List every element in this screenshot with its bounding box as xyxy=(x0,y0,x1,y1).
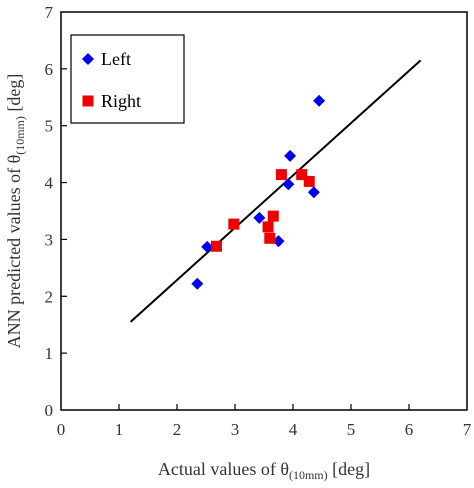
point-left xyxy=(272,235,285,248)
x-tick-label: 4 xyxy=(289,420,298,439)
y-tick-label: 5 xyxy=(45,117,54,136)
x-tick-label: 2 xyxy=(173,420,182,439)
point-right xyxy=(264,232,276,244)
legend-label-left: Left xyxy=(101,49,131,69)
point-left xyxy=(284,149,297,162)
y-tick-label: 7 xyxy=(45,3,54,22)
x-tick-label: 7 xyxy=(463,420,472,439)
point-left xyxy=(282,178,295,191)
y-tick-label: 6 xyxy=(45,60,54,79)
legend-marker-left xyxy=(82,53,94,65)
legend-box xyxy=(70,34,185,124)
legend-label-right: Right xyxy=(101,91,141,111)
legend-marker-right xyxy=(82,95,94,107)
point-right xyxy=(267,210,279,222)
point-right xyxy=(275,169,287,181)
x-axis-title: Actual values of θ(10mm) [deg] xyxy=(158,459,370,482)
y-axis-title: ANN predicted values of θ(10mm) [deg] xyxy=(4,74,27,349)
data-points xyxy=(191,94,326,290)
x-axis-tick-labels: 0 1 2 3 4 5 6 7 xyxy=(57,420,472,439)
y-axis-ticks xyxy=(61,68,67,354)
point-right xyxy=(210,240,222,252)
y-tick-label: 3 xyxy=(45,230,54,249)
point-left xyxy=(253,211,266,224)
x-tick-label: 3 xyxy=(231,420,240,439)
trendline xyxy=(129,59,422,323)
point-right xyxy=(296,169,308,181)
x-axis-ticks xyxy=(118,404,410,410)
x-tick-label: 0 xyxy=(57,420,66,439)
y-tick-label: 4 xyxy=(45,174,54,193)
y-tick-label: 0 xyxy=(45,401,54,420)
point-right xyxy=(262,221,274,233)
point-left xyxy=(307,186,320,199)
point-right xyxy=(303,175,315,187)
y-axis-tick-labels: 0 1 2 3 4 5 6 7 xyxy=(45,3,54,420)
x-tick-label: 5 xyxy=(347,420,356,439)
y-tick-label: 1 xyxy=(45,344,54,363)
legend: Left Right xyxy=(70,34,185,124)
point-left xyxy=(191,277,204,290)
point-right xyxy=(228,218,240,230)
point-left xyxy=(201,240,214,253)
y-tick-label: 2 xyxy=(45,287,54,306)
point-left xyxy=(313,94,326,107)
x-tick-label: 1 xyxy=(115,420,124,439)
x-tick-label: 6 xyxy=(405,420,414,439)
